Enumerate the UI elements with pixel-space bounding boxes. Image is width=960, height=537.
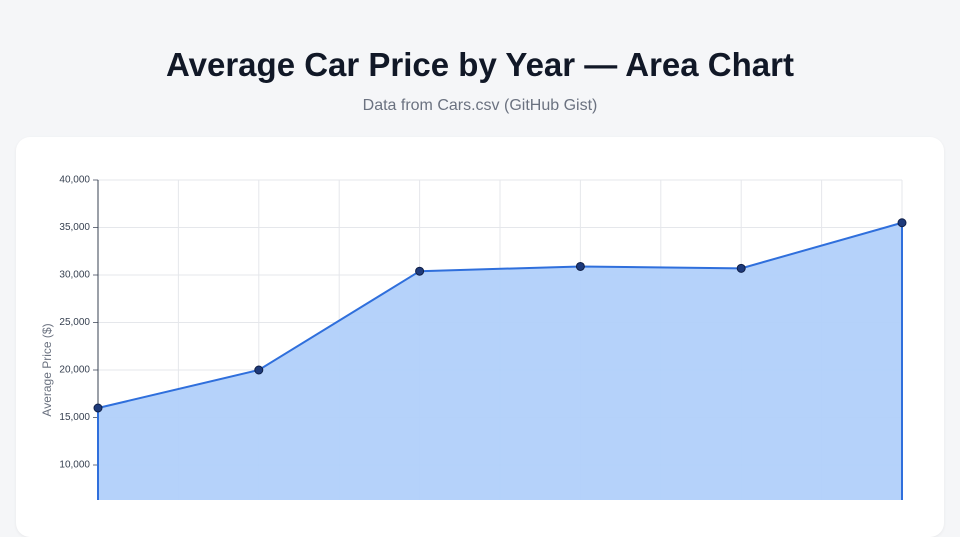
y-axis-label: Average Price ($): [40, 323, 54, 416]
y-tick-label: 15,000: [59, 412, 90, 423]
marker: [736, 263, 746, 273]
y-tick-label: 30,000: [59, 270, 90, 281]
y-tick-label: 40,000: [59, 175, 90, 186]
y-tick-label: 10,000: [59, 460, 90, 471]
page: Average Car Price by Year — Area Chart D…: [40, 46, 907, 500]
marker: [575, 261, 585, 271]
y-tick-label: 35,000: [59, 222, 90, 233]
area: [98, 222, 902, 500]
marker: [93, 403, 103, 413]
line: [97, 221, 903, 409]
chart: Average Price ($) 10,000 15,000 20,000 25,0…: [40, 175, 907, 500]
y-tick-label: 25,000: [59, 317, 90, 328]
marker: [415, 266, 425, 276]
page-title: Average Car Price by Year — Area Chart: [166, 46, 794, 83]
y-tick-label: 20,000: [59, 365, 90, 376]
marker: [254, 365, 264, 375]
marker: [897, 218, 907, 228]
page-subtitle: Data from Cars.csv (GitHub Gist): [362, 97, 598, 114]
